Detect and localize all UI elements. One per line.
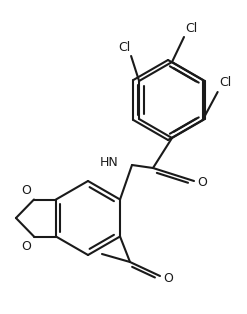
Text: Cl: Cl: [220, 76, 232, 89]
Text: O: O: [197, 176, 207, 190]
Text: Cl: Cl: [118, 41, 130, 54]
Text: O: O: [21, 183, 31, 197]
Text: O: O: [163, 272, 173, 284]
Text: Cl: Cl: [185, 22, 197, 35]
Text: HN: HN: [99, 156, 118, 170]
Text: O: O: [21, 240, 31, 252]
